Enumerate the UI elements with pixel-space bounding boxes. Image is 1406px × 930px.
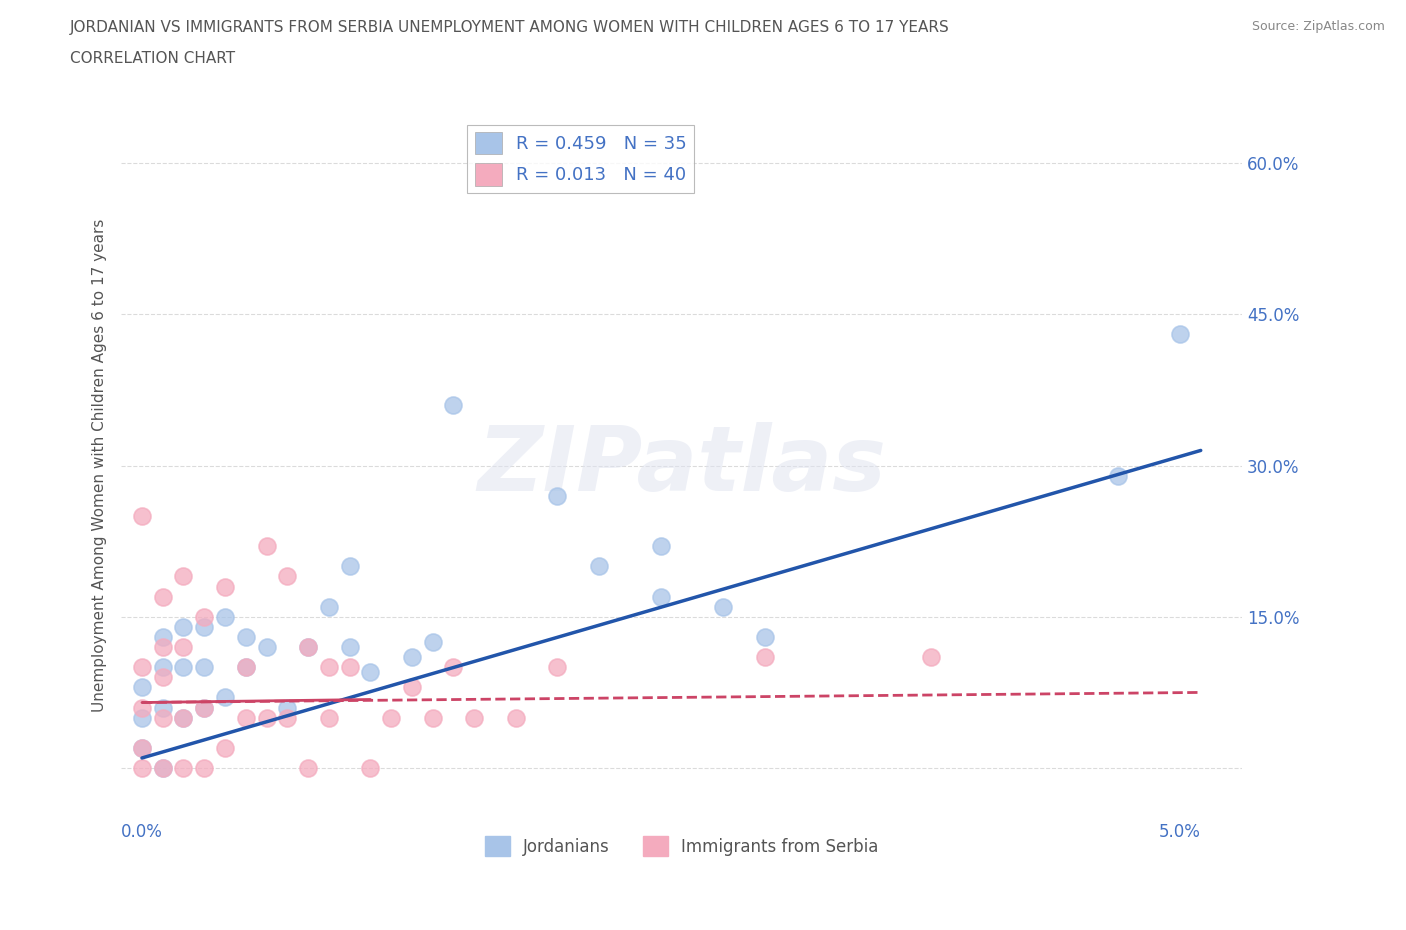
- Point: [173, 659, 195, 674]
- Point: [546, 488, 568, 503]
- Point: [152, 761, 174, 776]
- Point: [276, 711, 298, 725]
- Point: [754, 630, 776, 644]
- Point: [401, 650, 423, 665]
- Point: [131, 740, 153, 755]
- Point: [131, 740, 153, 755]
- Point: [214, 740, 236, 755]
- Point: [152, 700, 174, 715]
- Point: [297, 761, 319, 776]
- Point: [173, 640, 195, 655]
- Point: [1168, 327, 1191, 342]
- Point: [152, 630, 174, 644]
- Point: [131, 700, 153, 715]
- Point: [131, 680, 153, 695]
- Point: [193, 700, 215, 715]
- Point: [754, 650, 776, 665]
- Point: [173, 619, 195, 634]
- Point: [1107, 468, 1129, 483]
- Point: [359, 761, 381, 776]
- Point: [650, 538, 672, 553]
- Point: [235, 711, 257, 725]
- Point: [214, 609, 236, 624]
- Point: [152, 590, 174, 604]
- Point: [339, 559, 361, 574]
- Point: [131, 711, 153, 725]
- Point: [173, 569, 195, 584]
- Text: ZIPatlas: ZIPatlas: [477, 421, 886, 510]
- Point: [588, 559, 610, 574]
- Point: [650, 590, 672, 604]
- Point: [193, 700, 215, 715]
- Point: [318, 711, 340, 725]
- Text: JORDANIAN VS IMMIGRANTS FROM SERBIA UNEMPLOYMENT AMONG WOMEN WITH CHILDREN AGES : JORDANIAN VS IMMIGRANTS FROM SERBIA UNEM…: [70, 20, 950, 35]
- Point: [256, 538, 278, 553]
- Y-axis label: Unemployment Among Women with Children Ages 6 to 17 years: Unemployment Among Women with Children A…: [93, 219, 107, 712]
- Point: [318, 599, 340, 614]
- Point: [152, 711, 174, 725]
- Point: [401, 680, 423, 695]
- Point: [152, 659, 174, 674]
- Point: [131, 761, 153, 776]
- Point: [173, 761, 195, 776]
- Point: [193, 761, 215, 776]
- Point: [131, 659, 153, 674]
- Point: [173, 711, 195, 725]
- Point: [339, 640, 361, 655]
- Text: Source: ZipAtlas.com: Source: ZipAtlas.com: [1251, 20, 1385, 33]
- Point: [152, 670, 174, 684]
- Point: [359, 665, 381, 680]
- Point: [441, 398, 464, 413]
- Point: [193, 659, 215, 674]
- Text: CORRELATION CHART: CORRELATION CHART: [70, 51, 235, 66]
- Point: [463, 711, 485, 725]
- Point: [380, 711, 402, 725]
- Point: [422, 634, 444, 649]
- Point: [276, 569, 298, 584]
- Point: [214, 690, 236, 705]
- Point: [131, 509, 153, 524]
- Point: [339, 659, 361, 674]
- Point: [152, 640, 174, 655]
- Point: [235, 659, 257, 674]
- Point: [235, 630, 257, 644]
- Point: [214, 579, 236, 594]
- Point: [711, 599, 734, 614]
- Point: [193, 609, 215, 624]
- Point: [173, 711, 195, 725]
- Legend: Jordanians, Immigrants from Serbia: Jordanians, Immigrants from Serbia: [478, 830, 886, 863]
- Point: [276, 700, 298, 715]
- Point: [256, 640, 278, 655]
- Point: [152, 761, 174, 776]
- Point: [235, 659, 257, 674]
- Point: [441, 659, 464, 674]
- Point: [256, 711, 278, 725]
- Point: [422, 711, 444, 725]
- Point: [920, 650, 942, 665]
- Point: [297, 640, 319, 655]
- Point: [318, 659, 340, 674]
- Point: [297, 640, 319, 655]
- Point: [193, 619, 215, 634]
- Point: [505, 711, 527, 725]
- Point: [546, 659, 568, 674]
